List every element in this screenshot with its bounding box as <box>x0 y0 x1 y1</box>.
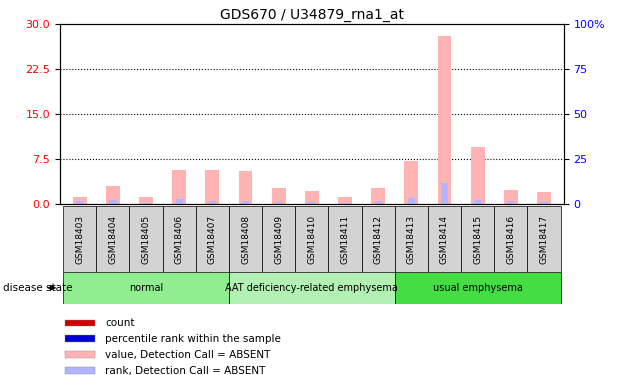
Bar <box>328 206 362 272</box>
Bar <box>471 147 484 204</box>
Bar <box>408 198 415 204</box>
Text: rank, Detection Call = ABSENT: rank, Detection Call = ABSENT <box>105 366 266 375</box>
Bar <box>172 170 186 204</box>
Bar <box>374 201 382 204</box>
Text: GSM18414: GSM18414 <box>440 214 449 264</box>
Text: GSM18415: GSM18415 <box>473 214 482 264</box>
Bar <box>338 196 352 204</box>
Bar <box>229 272 395 304</box>
Bar <box>76 201 83 204</box>
Bar <box>305 191 319 204</box>
Bar <box>209 201 216 204</box>
Bar <box>239 171 253 204</box>
Text: GSM18409: GSM18409 <box>274 214 284 264</box>
Title: GDS670 / U34879_rna1_at: GDS670 / U34879_rna1_at <box>220 8 404 22</box>
Text: GSM18405: GSM18405 <box>142 214 151 264</box>
Bar <box>371 188 385 204</box>
Bar <box>295 206 328 272</box>
Bar <box>73 197 87 204</box>
Text: GSM18417: GSM18417 <box>539 214 549 264</box>
Bar <box>441 183 448 204</box>
Bar <box>196 206 229 272</box>
Bar <box>507 201 515 204</box>
Bar <box>63 206 96 272</box>
Bar <box>176 199 183 204</box>
Bar <box>262 206 295 272</box>
Text: GSM18411: GSM18411 <box>340 214 350 264</box>
Bar <box>504 190 518 204</box>
Text: GSM18404: GSM18404 <box>108 214 117 264</box>
Text: value, Detection Call = ABSENT: value, Detection Call = ABSENT <box>105 350 271 360</box>
Bar <box>275 202 282 204</box>
Bar <box>142 202 150 204</box>
Text: GSM18403: GSM18403 <box>75 214 84 264</box>
Bar <box>527 206 561 272</box>
Bar <box>65 368 95 374</box>
Bar <box>404 161 418 204</box>
Bar <box>395 272 561 304</box>
Text: AAT deficiency-related emphysema: AAT deficiency-related emphysema <box>226 283 398 293</box>
Bar <box>272 188 285 204</box>
Bar <box>139 197 153 204</box>
Bar <box>474 200 481 204</box>
Bar <box>537 192 551 204</box>
Text: normal: normal <box>129 283 163 293</box>
Bar <box>395 206 428 272</box>
Text: GSM18416: GSM18416 <box>507 214 515 264</box>
Text: usual emphysema: usual emphysema <box>433 283 522 293</box>
Bar <box>437 36 452 204</box>
Text: percentile rank within the sample: percentile rank within the sample <box>105 334 281 344</box>
Bar <box>163 206 196 272</box>
Bar <box>65 336 95 342</box>
Bar <box>130 206 163 272</box>
Text: GSM18410: GSM18410 <box>307 214 316 264</box>
Bar <box>242 201 249 204</box>
Bar <box>428 206 461 272</box>
Bar <box>109 200 117 204</box>
Text: GSM18408: GSM18408 <box>241 214 250 264</box>
Bar <box>65 351 95 358</box>
Text: GSM18412: GSM18412 <box>374 214 382 264</box>
Text: count: count <box>105 318 135 328</box>
Bar <box>341 202 348 204</box>
Bar <box>63 272 229 304</box>
Text: GSM18406: GSM18406 <box>175 214 184 264</box>
Bar <box>106 186 120 204</box>
Bar <box>205 170 219 204</box>
Bar <box>65 320 95 326</box>
Bar <box>362 206 395 272</box>
Bar <box>308 202 316 204</box>
Bar <box>461 206 494 272</box>
Text: GSM18413: GSM18413 <box>407 214 416 264</box>
Bar <box>96 206 130 272</box>
Bar <box>229 206 262 272</box>
Bar <box>494 206 527 272</box>
Text: GSM18407: GSM18407 <box>208 214 217 264</box>
Text: disease state: disease state <box>3 283 72 293</box>
Bar <box>541 202 547 204</box>
